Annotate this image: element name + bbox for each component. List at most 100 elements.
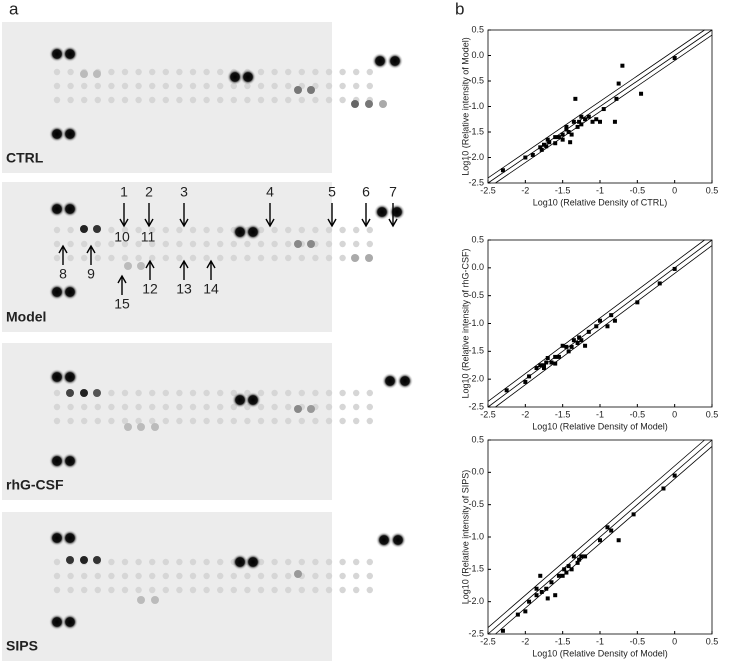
reference-spot (374, 204, 390, 220)
blot-spot (285, 68, 292, 76)
reference-line (495, 245, 713, 408)
blot-spot (285, 572, 292, 580)
blot-spot (53, 586, 61, 594)
reference-spot (62, 453, 78, 469)
blot-spot (94, 403, 102, 411)
point (657, 281, 662, 286)
blot-spot (351, 254, 359, 262)
blot-spot (203, 226, 210, 234)
blot-spot (257, 417, 265, 425)
point (560, 573, 565, 578)
x-tick-label: -2.5 (480, 636, 496, 646)
blot-spot (53, 417, 61, 425)
blot-spot (135, 254, 142, 262)
point (538, 573, 543, 578)
blot-spot (325, 254, 333, 262)
y-tick-label: -2.5 (468, 177, 484, 187)
blot-spot (67, 68, 74, 76)
point (598, 538, 602, 543)
blot-spot (325, 389, 333, 397)
point (672, 473, 677, 478)
blot-spot (135, 82, 142, 90)
blot-spot (298, 226, 305, 234)
x-tick-label: 0.5 (706, 409, 719, 419)
y-tick-label: -1.0 (468, 531, 484, 541)
blot-spot (53, 572, 61, 580)
blot-spot (203, 240, 210, 248)
blot-spot (285, 558, 292, 566)
blot-spot (189, 96, 197, 104)
blot-spot (135, 586, 142, 594)
blot-spot (149, 558, 156, 566)
point (639, 91, 644, 96)
blot-spot (271, 254, 278, 262)
x-tick-label: -2.5 (480, 185, 496, 195)
point (527, 374, 532, 379)
y-axis-title: Log10 (Relative intensity of Model) (460, 37, 470, 176)
blot-spot (339, 68, 346, 76)
x-tick-label: 0.5 (706, 185, 719, 195)
reference-spot (240, 69, 256, 85)
reference-spot (62, 284, 78, 300)
reference-line (487, 29, 713, 184)
blot-spot (108, 558, 115, 566)
x-tick-label: -0.5 (630, 185, 646, 195)
blot-spot (366, 82, 373, 90)
blot-spot (294, 570, 302, 578)
blot-spot (108, 82, 115, 90)
point (523, 609, 528, 614)
point (579, 554, 584, 559)
blot-spot (257, 254, 265, 262)
blot-spot (271, 240, 278, 248)
blot-spot (176, 240, 183, 248)
point (579, 338, 584, 343)
blot-spot (312, 417, 319, 425)
arrow-label: 5 (328, 184, 336, 200)
x-tick-label: -1 (596, 185, 604, 195)
blot-spot (339, 226, 346, 234)
blot-spot (366, 558, 373, 566)
blot-spot (285, 403, 292, 411)
blot-spot (325, 96, 333, 104)
point (538, 363, 543, 368)
blot-spot (189, 417, 197, 425)
blot-spot (176, 558, 183, 566)
blot-spot (108, 417, 115, 425)
blot-spot (353, 558, 360, 566)
blot-spot (353, 226, 360, 234)
point (598, 318, 602, 323)
blot-spot (121, 572, 129, 580)
reference-line (487, 439, 705, 628)
x-tick-label: -1.5 (555, 185, 571, 195)
arrow-label: 6 (362, 184, 370, 200)
arrow-label: 10 (114, 229, 130, 245)
blot-spot (339, 240, 346, 248)
blot-spot (339, 586, 346, 594)
blot-spot (353, 572, 360, 580)
blot-spot (135, 558, 142, 566)
blot-spot (121, 68, 129, 76)
arrow-label: 3 (180, 184, 188, 200)
blot-spot (53, 226, 61, 234)
blot-spot (230, 96, 237, 104)
arrowhead (119, 218, 129, 228)
blot-spot (81, 96, 88, 104)
y-tick-label: -0.5 (468, 290, 484, 300)
blot-spot (121, 254, 129, 262)
blot-spot (176, 403, 183, 411)
blot-spot (365, 100, 373, 108)
blot-spot (149, 82, 156, 90)
blot-spot (94, 240, 102, 248)
blot-spot (244, 586, 251, 594)
blot-spot (94, 417, 102, 425)
blot-spot (81, 403, 88, 411)
arrowhead (361, 218, 371, 228)
y-tick-label: -1.0 (468, 101, 484, 111)
point (538, 145, 543, 150)
y-tick-label: 0.0 (471, 262, 484, 272)
point (598, 119, 602, 124)
blot-spot (285, 389, 292, 397)
blot-spot (53, 96, 61, 104)
blot-spot (176, 226, 183, 234)
y-tick-label: -2.5 (468, 628, 484, 638)
